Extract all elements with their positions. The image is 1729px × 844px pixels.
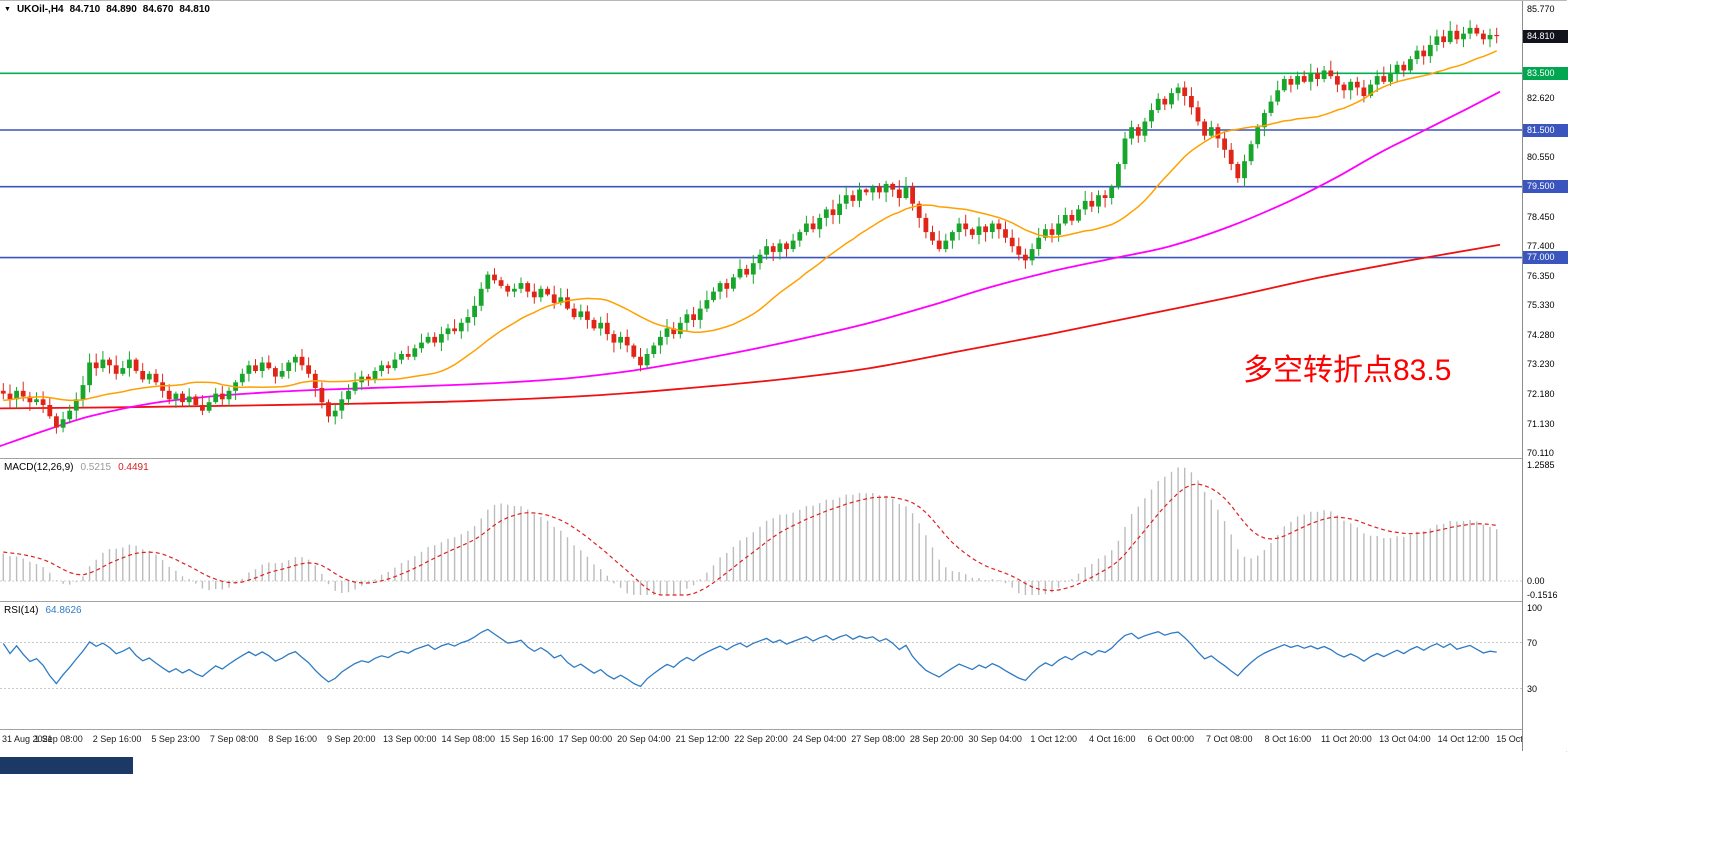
- macd-main-value: 0.5215: [80, 462, 112, 473]
- level-price-badge: 83.500: [1523, 66, 1568, 80]
- price-axis-label: 78.450: [1527, 211, 1555, 222]
- ohlc-open-value: 84.710: [69, 4, 101, 15]
- time-axis-label: 4 Oct 16:00: [1088, 734, 1136, 744]
- rsi-panel[interactable]: RSI(14) 64.8626: [0, 602, 1522, 729]
- rsi-indicator-label: RSI(14) 64.8626: [4, 605, 82, 616]
- rsi-value: 64.8626: [45, 605, 82, 616]
- taskbar-fragment: [0, 757, 133, 774]
- time-axis-label: 7 Sep 08:00: [209, 734, 259, 744]
- level-price-badge: 79.500: [1523, 180, 1568, 194]
- candlestick-chart-canvas[interactable]: [0, 1, 1522, 458]
- rsi-axis-label: 100: [1527, 603, 1543, 613]
- ma-slow-line: [0, 243, 1501, 410]
- price-axis-label: 80.550: [1527, 151, 1555, 162]
- price-axis-label: 76.350: [1527, 271, 1555, 281]
- time-axis-label: 30 Sep 04:00: [968, 734, 1022, 744]
- panel-divider[interactable]: [0, 601, 1567, 602]
- price-axis-label: 72.180: [1527, 389, 1555, 400]
- ohlc-close-value: 84.810: [179, 4, 210, 15]
- time-axis-label: 17 Sep 00:00: [558, 734, 613, 744]
- time-axis-label: 11 Oct 20:00: [1320, 734, 1372, 744]
- one-click-trading-icon[interactable]: ▼: [4, 5, 11, 13]
- price-axis-label: 75.330: [1527, 299, 1555, 310]
- rsi-line: [2, 628, 1497, 688]
- level-price-badge: 81.500: [1523, 123, 1568, 137]
- macd-chart-canvas[interactable]: [0, 459, 1522, 601]
- rsi-chart-canvas[interactable]: [0, 602, 1522, 729]
- macd-signal-value: 0.4491: [118, 462, 149, 473]
- price-axis-label: 74.280: [1527, 329, 1555, 340]
- time-axis-label: 14 Sep 08:00: [441, 734, 496, 744]
- time-axis-label: 2 Sep 16:00: [92, 734, 142, 744]
- time-axis-label: 24 Sep 04:00: [792, 734, 847, 744]
- time-axis-label: 21 Sep 12:00: [675, 734, 730, 744]
- trading-chart-window: ▼ UKOil-,H4 84.710 84.890 84.670 84.810 …: [0, 0, 1568, 752]
- time-axis-label: 6 Oct 00:00: [1147, 734, 1195, 744]
- current-price-badge: 84.810: [1523, 29, 1568, 43]
- price-axis-label: 71.130: [1527, 419, 1555, 429]
- candlestick-series: [0, 20, 1500, 434]
- time-axis-label: 9 Sep 20:00: [326, 734, 376, 744]
- price-axis[interactable]: 85.770 82.620 80.550 78.450 77.400 76.350 75.3…: [1522, 1, 1568, 751]
- macd-indicator-label: MACD(12,26,9) 0.5215 0.4491: [4, 462, 149, 473]
- time-axis-label: 28 Sep 20:00: [909, 734, 964, 744]
- horizontal-level-lines[interactable]: [0, 72, 1522, 259]
- time-axis-label: 8 Oct 16:00: [1264, 734, 1312, 744]
- ma-fast-line: [3, 50, 1498, 402]
- time-axis-label: 20 Sep 04:00: [617, 734, 671, 744]
- macd-signal-line: [3, 483, 1497, 596]
- macd-histogram: [2, 467, 1498, 595]
- ma-medium-line: [0, 90, 1501, 447]
- macd-axis-label: 1.2585: [1527, 460, 1555, 470]
- macd-axis-label: -0.1516: [1527, 590, 1558, 600]
- price-axis-label: 77.400: [1527, 241, 1555, 252]
- time-axis-label: 8 Sep 16:00: [268, 734, 317, 744]
- main-chart-panel[interactable]: ▼ UKOil-,H4 84.710 84.890 84.670 84.810 …: [0, 1, 1522, 458]
- symbol-info-bar: ▼ UKOil-,H4 84.710 84.890 84.670 84.810: [4, 4, 210, 15]
- macd-panel[interactable]: MACD(12,26,9) 0.5215 0.4491: [0, 459, 1522, 601]
- time-axis-label: 7 Oct 08:00: [1206, 734, 1253, 744]
- panel-divider[interactable]: [0, 458, 1567, 459]
- macd-axis-label: 0.00: [1527, 576, 1545, 586]
- time-axis-label: 13 Sep 00:00: [382, 734, 437, 744]
- time-axis-label: 31 Aug 2021: [2, 734, 53, 744]
- symbol-period-label: UKOil-,H4: [16, 4, 64, 15]
- chart-annotation-text: 多空转折点83.5: [1243, 354, 1452, 387]
- price-axis-label: 73.230: [1527, 359, 1555, 370]
- price-axis-label: 82.620: [1527, 93, 1555, 104]
- time-axis-label: 13 Oct 04:00: [1379, 734, 1431, 744]
- price-axis-label: 70.110: [1527, 447, 1554, 458]
- rsi-name: RSI(14): [4, 605, 39, 616]
- macd-name: MACD(12,26,9): [4, 462, 74, 473]
- time-axis-label: 1 Oct 12:00: [1030, 734, 1077, 744]
- price-axis-label: 85.770: [1527, 3, 1555, 14]
- time-axis-label: 5 Sep 23:00: [151, 734, 200, 744]
- time-axis-label: 27 Sep 08:00: [851, 734, 905, 744]
- time-axis[interactable]: 31 Aug 2021 1 Sep 08:00 2 Sep 16:00 5 Sep 2…: [0, 732, 1567, 748]
- level-price-badge: 77.000: [1523, 251, 1568, 265]
- time-axis-label: 22 Sep 20:00: [734, 734, 788, 744]
- ohlc-high-value: 84.890: [106, 4, 137, 15]
- rsi-axis-label: 70: [1527, 637, 1538, 648]
- time-axis-label: 14 Oct 12:00: [1437, 734, 1490, 744]
- time-axis-label: 15 Sep 16:00: [500, 734, 554, 744]
- time-axis-label: 1 Sep 08:00: [34, 734, 83, 744]
- panel-divider[interactable]: [0, 729, 1567, 730]
- ohlc-low-value: 84.670: [142, 4, 174, 15]
- rsi-axis-label: 30: [1527, 683, 1538, 694]
